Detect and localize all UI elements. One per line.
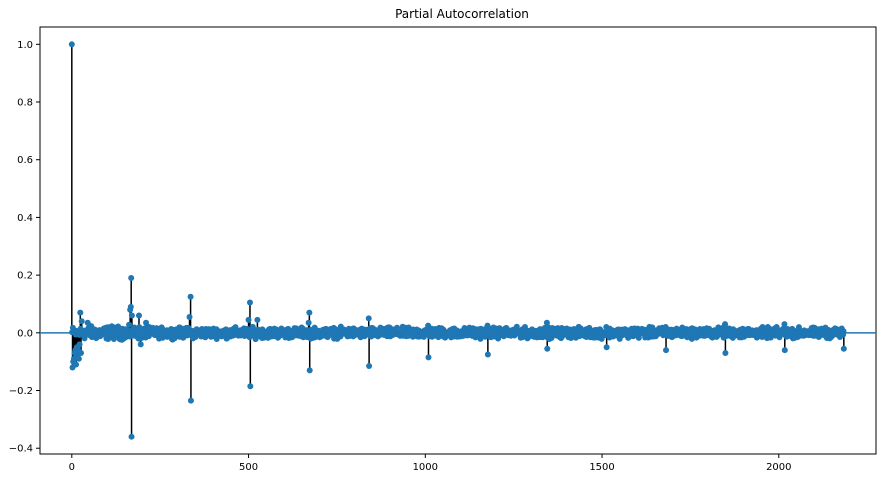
x-tick-label: 1000 [413,462,438,473]
pacf-point [394,324,401,331]
pacf-point [78,318,85,325]
pacf-point [781,321,788,328]
pacf-point [840,345,847,352]
pacf-point [245,316,252,323]
y-axis: −0.4 −0.2 0.0 0.2 0.4 0.6 0.8 1.0 [9,40,40,455]
pacf-point [306,367,313,374]
pacf-point [544,345,551,352]
x-tick-label: 1500 [589,462,614,473]
y-tick-label: 0.4 [17,213,33,224]
stem-lines [71,44,845,437]
pacf-point [254,316,261,323]
chart-title: Partial Autocorrelation [395,7,529,21]
pacf-point [68,41,75,48]
pacf-point [365,315,372,322]
pacf-point [75,355,82,362]
pacf-point [603,344,610,351]
pacf-point [186,313,193,320]
pacf-point [187,397,194,404]
pacf-point [135,312,142,319]
pacf-point [143,319,150,326]
x-axis: 0 500 1000 1500 2000 [69,454,792,473]
pacf-point [663,347,670,354]
y-tick-label: 0.2 [17,271,33,282]
pacf-point [722,350,729,357]
y-tick-label: 0.6 [17,155,33,166]
pacf-markers [68,41,847,440]
pacf-point [649,324,656,331]
pacf-point [635,334,642,341]
y-tick-label: −0.4 [9,444,33,455]
pacf-point [781,347,788,354]
pacf-point [840,328,847,335]
pacf-point [246,299,253,306]
pacf-point [543,319,550,326]
pacf-point [513,323,520,330]
pacf-point [187,293,194,300]
pacf-point [366,363,373,370]
pacf-point [305,319,312,326]
pacf-point [126,321,133,328]
x-tick-label: 2000 [766,462,791,473]
pacf-point [306,309,313,316]
pacf-point [128,275,135,282]
y-tick-label: 1.0 [17,40,33,51]
pacf-point [247,383,254,390]
x-tick-label: 500 [239,462,258,473]
pacf-point [77,309,84,316]
pacf-point [73,361,80,368]
y-tick-label: 0.0 [17,328,33,339]
plot-frame [39,26,877,455]
pacf-point [137,341,144,348]
y-tick-label: −0.2 [9,386,33,397]
pacf-point [128,312,135,319]
pacf-point [127,303,134,310]
pacf-point [484,351,491,358]
pacf-point [128,433,135,440]
y-tick-label: 0.8 [17,98,33,109]
pacf-point [78,350,85,357]
pacf-point [425,354,432,361]
pacf-point [76,341,83,348]
x-tick-label: 0 [69,462,75,473]
pacf-point [81,335,88,342]
